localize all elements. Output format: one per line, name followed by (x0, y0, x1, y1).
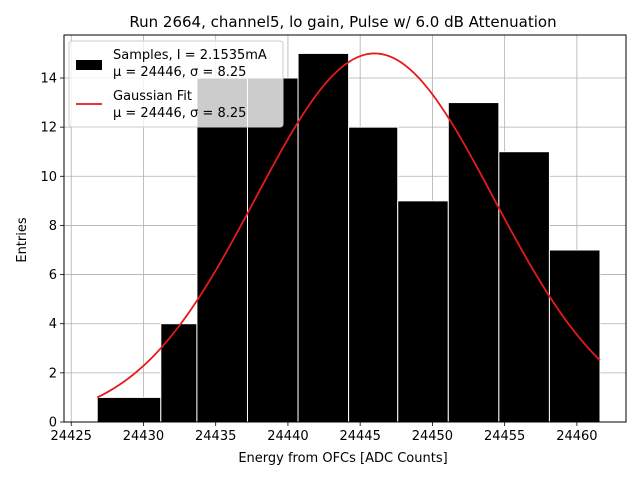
x-tick-label-2: 24435 (195, 429, 236, 444)
y-tick-label-6: 12 (40, 121, 57, 136)
legend-fit-label: Gaussian Fit (113, 89, 192, 104)
axes-frame (63, 34, 627, 423)
histogram-bar-2 (196, 77, 248, 423)
histogram-bar-7 (447, 102, 500, 423)
histogram-bar-3 (246, 77, 299, 423)
x-tick-label-0: 24425 (51, 429, 92, 444)
histogram-bar-4 (297, 52, 350, 423)
x-tick-label-1: 24430 (123, 429, 164, 444)
y-tick-label-2: 4 (49, 317, 57, 332)
x-tick-label-6: 24455 (484, 429, 525, 444)
legend-samples-swatch (76, 60, 102, 70)
legend-box (68, 40, 284, 128)
y-tick-label-0: 0 (49, 416, 57, 431)
histogram-bar-8 (498, 151, 550, 423)
gaussian-fit-line (96, 52, 601, 399)
x-tick-label-4: 24445 (339, 429, 380, 444)
x-tick-label-3: 24440 (267, 429, 308, 444)
chart-title: Run 2664, channel5, lo gain, Pulse w/ 6.… (129, 13, 556, 31)
y-tick-label-5: 10 (40, 170, 57, 185)
legend: Samples, I = 2.1535mA μ = 24446, σ = 8.2… (68, 40, 284, 128)
x-tick-label-5: 24450 (412, 429, 453, 444)
histogram-bar-0 (96, 396, 162, 423)
y-tick-label-4: 8 (49, 219, 57, 234)
y-tick-label-7: 14 (40, 72, 57, 87)
x-axis-label: Energy from OFCs [ADC Counts] (238, 451, 447, 466)
histogram-bar-9 (548, 249, 601, 423)
y-tick-label-1: 2 (49, 366, 57, 381)
y-axis-label: Entries (15, 217, 30, 263)
legend-samples-label: Samples, I = 2.1535mA (113, 48, 267, 63)
y-tick-label-3: 6 (49, 268, 57, 283)
axis-ticks: 24425 24430 24435 24440 24445 24450 24455 24460… (40, 72, 597, 445)
histogram-bars (96, 52, 601, 423)
histogram-bar-1 (160, 323, 198, 423)
x-tick-label-7: 24460 (556, 429, 597, 444)
legend-fit-stats: μ = 24446, σ = 8.25 (113, 106, 246, 121)
histogram-bar-6 (397, 200, 449, 423)
histogram-bar-5 (348, 126, 399, 423)
legend-samples-stats: μ = 24446, σ = 8.25 (113, 65, 246, 80)
